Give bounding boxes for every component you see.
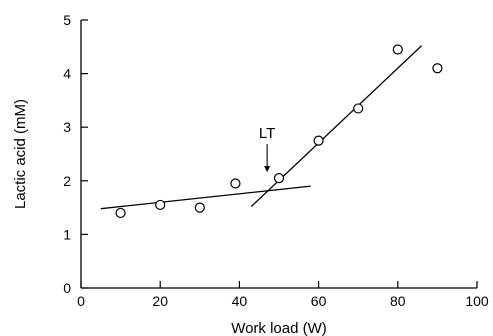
y-axis-label: Lactic acid (mM) bbox=[12, 99, 29, 209]
data-point bbox=[194, 202, 205, 213]
x-axis-label: Work load (W) bbox=[231, 320, 327, 336]
fit-line bbox=[100, 185, 311, 210]
x-tick-label: 0 bbox=[77, 293, 85, 309]
data-point bbox=[273, 173, 285, 184]
annotations: LT bbox=[259, 125, 275, 173]
x-tick-label: 80 bbox=[390, 293, 406, 309]
x-tick-label: 40 bbox=[232, 293, 248, 309]
data-point bbox=[115, 207, 126, 219]
data-points bbox=[115, 44, 443, 219]
y-tick-label: 5 bbox=[63, 12, 71, 28]
data-point bbox=[392, 44, 403, 55]
data-point bbox=[155, 199, 166, 211]
y-tick-label: 0 bbox=[63, 280, 71, 296]
data-point bbox=[432, 63, 443, 74]
lt-arrow-head bbox=[264, 166, 271, 173]
y-tick-label: 3 bbox=[63, 119, 71, 135]
x-tick-label: 20 bbox=[152, 293, 168, 309]
x-tick-label: 100 bbox=[465, 293, 489, 309]
data-point bbox=[313, 135, 324, 146]
data-point bbox=[230, 178, 241, 189]
y-tick-label: 1 bbox=[63, 226, 71, 242]
data-point bbox=[353, 103, 364, 114]
lt-annotation-label: LT bbox=[259, 125, 275, 142]
y-tick-label: 4 bbox=[63, 66, 71, 82]
y-tick-label: 2 bbox=[63, 173, 71, 189]
x-tick-label: 60 bbox=[311, 293, 327, 309]
y-ticks: 0 1 2 3 4 5 bbox=[63, 12, 88, 296]
x-ticks: 0 20 40 60 80 100 bbox=[77, 281, 489, 309]
axes bbox=[80, 20, 477, 289]
